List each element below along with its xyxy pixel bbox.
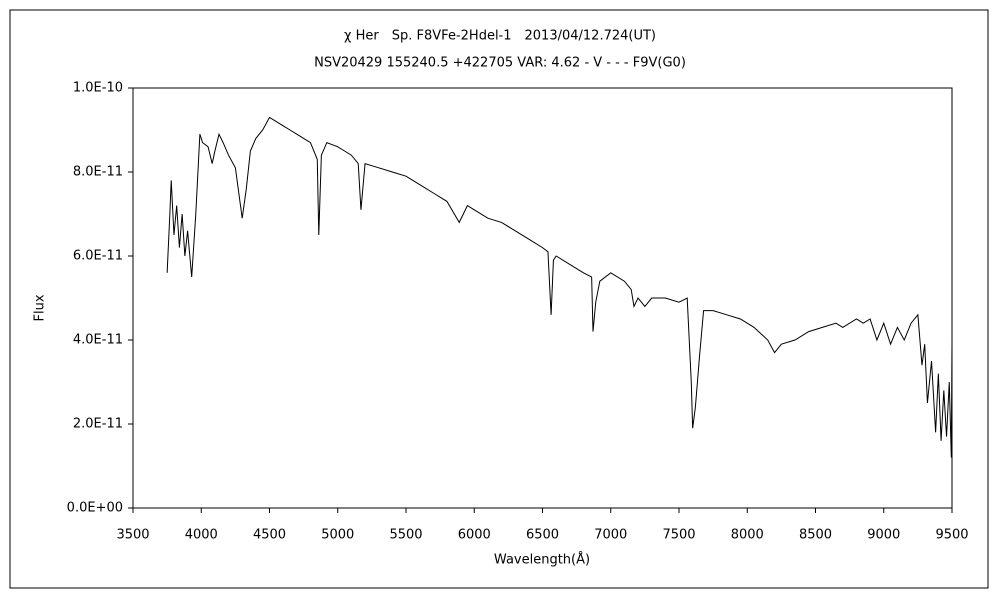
y-tick-label: 1.0E-10 <box>73 81 123 96</box>
x-tick-label: 6500 <box>526 528 559 543</box>
y-tick-label: 6.0E-11 <box>73 249 123 264</box>
spectrum-line <box>166 116 953 458</box>
y-tick-label: 8.0E-11 <box>73 165 123 180</box>
y-axis-label: Flux <box>33 294 48 321</box>
x-tick-label: 3500 <box>116 528 149 543</box>
y-tick-label: 4.0E-11 <box>73 333 123 348</box>
x-axis-label: Wavelength(Å) <box>494 552 590 568</box>
x-tick-label: 9000 <box>867 528 900 543</box>
x-tick-label: 7500 <box>662 528 695 543</box>
y-tick-label: 2.0E-11 <box>73 417 123 432</box>
chart-title: χ Her Sp. F8VFe-2Hdel-1 2013/04/12.724(U… <box>344 29 656 44</box>
x-tick-label: 6000 <box>458 528 491 543</box>
x-tick-label: 4500 <box>253 528 286 543</box>
y-tick-label: 0.0E+00 <box>67 501 123 516</box>
x-tick-label: 5500 <box>389 528 422 543</box>
x-tick-label: 4000 <box>185 528 218 543</box>
plot-area <box>132 87 953 509</box>
x-tick-label: 8500 <box>799 528 832 543</box>
x-tick-label: 7000 <box>594 528 627 543</box>
x-tick-label: 5000 <box>321 528 354 543</box>
x-tick-label: 8000 <box>731 528 764 543</box>
x-tick-label: 9500 <box>935 528 968 543</box>
chart-subtitle: NSV20429 155240.5 +422705 VAR: 4.62 - V … <box>314 56 686 71</box>
